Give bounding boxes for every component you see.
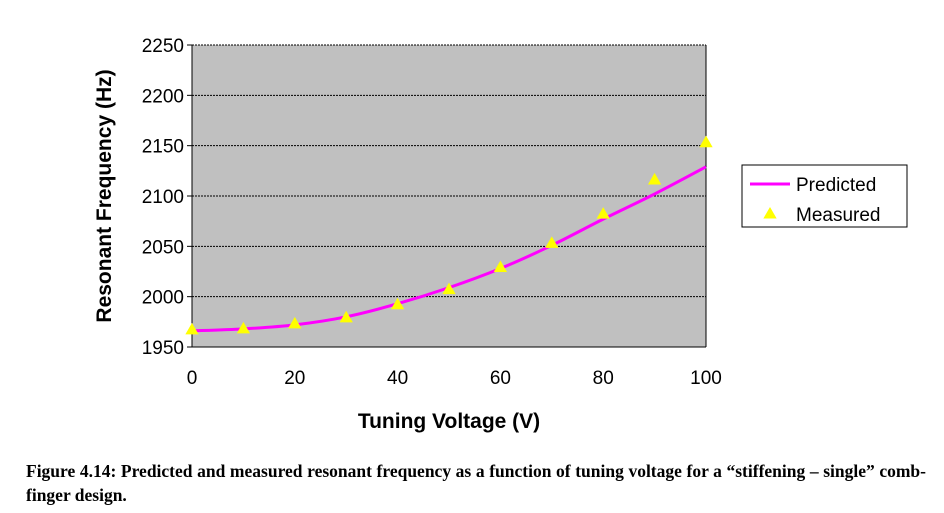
y-tick-label: 2200 bbox=[142, 86, 184, 107]
data-point-measured bbox=[647, 172, 662, 185]
x-axis-title: Tuning Voltage (V) bbox=[358, 410, 540, 433]
data-point-measured bbox=[442, 282, 456, 295]
x-tick-label: 100 bbox=[690, 368, 722, 389]
y-tick-label: 2100 bbox=[142, 187, 184, 208]
y-axis-title: Resonant Frequency (Hz) bbox=[93, 69, 116, 322]
chart: 1950 2000 2050 2100 2150 2200 2250 0 20 40 60 80 10… bbox=[93, 36, 908, 433]
y-tick-label: 2000 bbox=[142, 288, 184, 309]
legend-label: Predicted bbox=[796, 175, 876, 196]
legend-swatch-measured bbox=[763, 207, 777, 219]
y-tick-label: 2150 bbox=[142, 137, 184, 158]
data-point-measured bbox=[185, 322, 199, 335]
data-point-measured bbox=[236, 321, 251, 334]
x-tick-label: 0 bbox=[187, 368, 198, 389]
data-point-measured bbox=[699, 135, 713, 148]
data-point-measured bbox=[390, 297, 405, 310]
y-tick-label: 1950 bbox=[142, 338, 184, 359]
data-point-measured bbox=[288, 316, 302, 329]
figure-caption: Figure 4.14: Predicted and measured reso… bbox=[26, 461, 926, 505]
legend: Predicted Measured bbox=[741, 164, 908, 228]
y-tick-label: 2250 bbox=[142, 36, 184, 57]
x-tick-label: 80 bbox=[593, 368, 614, 389]
series-layer bbox=[185, 135, 713, 335]
x-tick-label: 60 bbox=[490, 368, 511, 389]
x-tick-label: 40 bbox=[387, 368, 408, 389]
x-tick-label: 20 bbox=[284, 368, 305, 389]
y-axis-ticks: 1950 2000 2050 2100 2150 2200 2250 bbox=[142, 36, 192, 359]
gridlines bbox=[192, 44, 706, 298]
x-axis-ticks: 0 20 40 60 80 100 bbox=[187, 368, 722, 389]
legend-label: Measured bbox=[796, 205, 881, 226]
y-tick-label: 2050 bbox=[142, 237, 184, 258]
data-point-measured bbox=[545, 236, 559, 248]
data-point-measured bbox=[596, 207, 610, 219]
data-point-measured bbox=[493, 260, 508, 273]
data-point-measured bbox=[339, 310, 353, 323]
